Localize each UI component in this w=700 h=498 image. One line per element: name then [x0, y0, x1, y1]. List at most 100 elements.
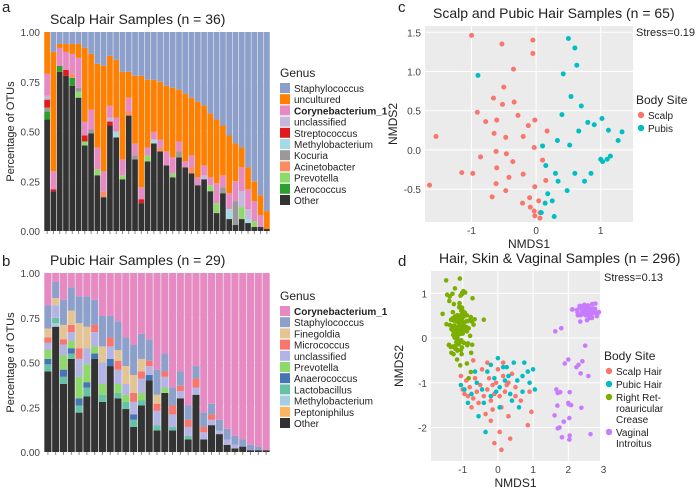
legend-label-line: Scalp Hair — [616, 367, 663, 378]
data-point — [549, 198, 555, 204]
bar-segment — [138, 199, 145, 204]
bar-segment — [226, 193, 233, 210]
data-point — [492, 440, 497, 446]
data-point — [457, 300, 462, 306]
bar-segment — [220, 193, 226, 231]
bar-segment — [176, 385, 184, 392]
bar-segment — [107, 121, 113, 126]
bar-segment — [44, 119, 50, 231]
data-point — [494, 117, 500, 123]
bar-segment — [161, 273, 169, 354]
bar-segment — [122, 383, 130, 395]
data-point — [579, 405, 584, 411]
bar-segment — [151, 139, 157, 144]
bar-segment — [119, 175, 126, 180]
bar-segment — [169, 430, 177, 452]
legend-label: Kocuria — [294, 151, 328, 162]
data-point — [485, 387, 490, 392]
bar-segment — [88, 32, 94, 54]
bar-segment — [161, 353, 169, 372]
bar-segment — [44, 371, 52, 452]
data-point — [600, 159, 606, 165]
bar-segment — [223, 444, 231, 452]
bar-segment — [94, 32, 101, 64]
bar-segment — [50, 32, 57, 52]
bar-segment — [122, 337, 130, 367]
bar-segment — [81, 145, 88, 231]
data-point — [454, 347, 460, 352]
bar-segment — [220, 187, 226, 194]
bar-segment — [232, 143, 239, 182]
data-point — [504, 364, 509, 370]
bar-segment — [44, 32, 50, 74]
bar-segment — [67, 353, 75, 359]
bar-segment — [254, 450, 262, 452]
bar-segment — [44, 305, 52, 329]
legend-swatch — [280, 362, 290, 372]
data-point — [454, 357, 460, 362]
data-point — [468, 350, 474, 356]
bar-segment — [81, 47, 88, 122]
legend-swatch — [280, 116, 290, 127]
bar-segment — [153, 369, 161, 395]
bar-segment — [137, 371, 145, 379]
data-point — [580, 359, 585, 364]
data-point — [491, 130, 497, 136]
data-point — [527, 389, 532, 395]
bar-segment — [113, 117, 120, 132]
bar-segment — [169, 387, 177, 406]
data-point — [520, 171, 526, 177]
data-point — [520, 389, 525, 395]
bar-segment — [119, 179, 126, 231]
bar-segment — [247, 450, 255, 452]
bar-segment — [130, 401, 138, 415]
bar-segment — [56, 71, 63, 231]
data-point — [493, 148, 499, 154]
legend-title: Genus — [280, 66, 315, 80]
data-point — [594, 313, 600, 319]
data-point — [559, 112, 565, 118]
data-point — [503, 151, 509, 157]
legend-label-line: Pubic Hair — [616, 380, 663, 391]
bar-segment — [220, 125, 226, 176]
data-point — [450, 309, 456, 315]
bar-segment — [88, 109, 94, 130]
data-point — [585, 119, 591, 125]
legend-label: Acinetobacter — [294, 162, 356, 173]
data-point — [452, 343, 458, 349]
bar-segment — [107, 55, 113, 106]
bar-segment — [122, 366, 130, 384]
bar-segment — [137, 358, 145, 372]
bar-segment — [153, 425, 161, 431]
data-point — [462, 290, 468, 295]
data-point — [543, 163, 549, 169]
data-point — [579, 312, 584, 317]
bar-segment — [67, 310, 75, 325]
bar-segment — [132, 159, 138, 231]
data-point — [586, 373, 591, 379]
data-point — [462, 391, 467, 397]
legend-label: Methylobacterium — [294, 397, 373, 408]
panel-title: Pubic Hair Samples (n = 29) — [50, 252, 225, 268]
bar-segment — [83, 382, 91, 388]
data-point — [483, 119, 489, 125]
bar-segment — [163, 151, 170, 166]
bar-segment — [153, 430, 161, 452]
data-point — [555, 178, 561, 184]
bar-segment — [151, 143, 157, 231]
data-point — [450, 324, 455, 329]
bar-segment — [56, 32, 63, 44]
bar-segment — [238, 191, 245, 208]
bar-segment — [208, 414, 216, 420]
data-point — [555, 403, 560, 408]
bar-segment — [245, 32, 251, 168]
bar-segment — [98, 394, 106, 402]
data-point — [542, 200, 548, 206]
data-point — [433, 134, 439, 140]
bar-segment — [220, 32, 226, 126]
bar-segment — [257, 32, 264, 196]
bar-segment — [176, 391, 184, 399]
data-point — [561, 419, 567, 424]
bar-segment — [231, 435, 239, 445]
bar-segment — [75, 273, 83, 297]
